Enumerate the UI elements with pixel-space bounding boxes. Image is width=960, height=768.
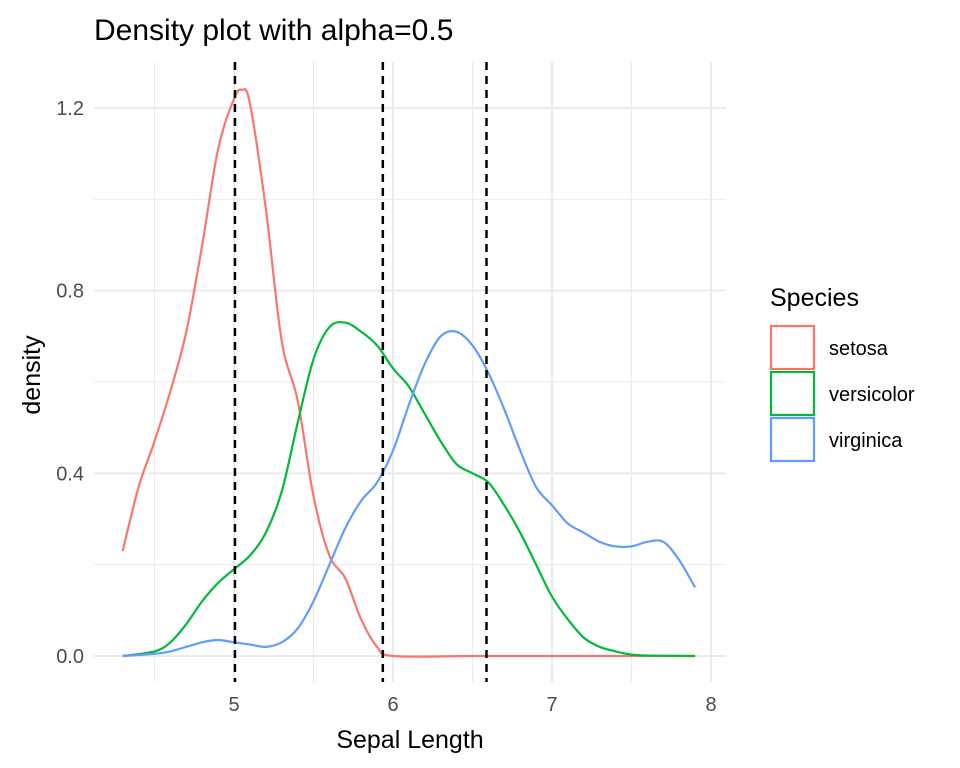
- legend-key-virginica: [769, 416, 816, 463]
- series-line-setosa: [121, 88, 696, 658]
- legend-title: Species: [770, 284, 859, 312]
- series-line-virginica: [122, 329, 697, 658]
- reference-lines: [233, 62, 488, 682]
- legend-label-setosa: setosa: [829, 338, 889, 360]
- y-tick-label: 0.8: [56, 281, 84, 303]
- legend-label-virginica: virginica: [829, 430, 903, 452]
- legend: Species setosa versicolor virginica: [769, 284, 915, 463]
- legend-label-versicolor: versicolor: [829, 384, 915, 406]
- y-tick-label: 0.4: [56, 463, 84, 485]
- x-tick-label: 6: [387, 694, 398, 716]
- x-tick-label: 8: [705, 694, 716, 716]
- series-line-versicolor: [122, 321, 696, 658]
- axis-ticks: 5 6 7 8 0.0 0.4 0.8 1.2: [56, 98, 716, 716]
- y-axis-title: density: [18, 335, 46, 415]
- series-layer: [121, 88, 697, 658]
- y-tick-label: 0.0: [56, 646, 84, 668]
- legend-key-setosa: [769, 324, 816, 371]
- y-tick-label: 1.2: [56, 98, 84, 120]
- x-tick-label: 7: [546, 694, 557, 716]
- grid: [94, 62, 726, 682]
- x-axis-title: Sepal Length: [336, 726, 483, 754]
- legend-key-versicolor: [769, 370, 816, 417]
- chart-title: Density plot with alpha=0.5: [94, 14, 453, 47]
- x-tick-label: 5: [228, 694, 239, 716]
